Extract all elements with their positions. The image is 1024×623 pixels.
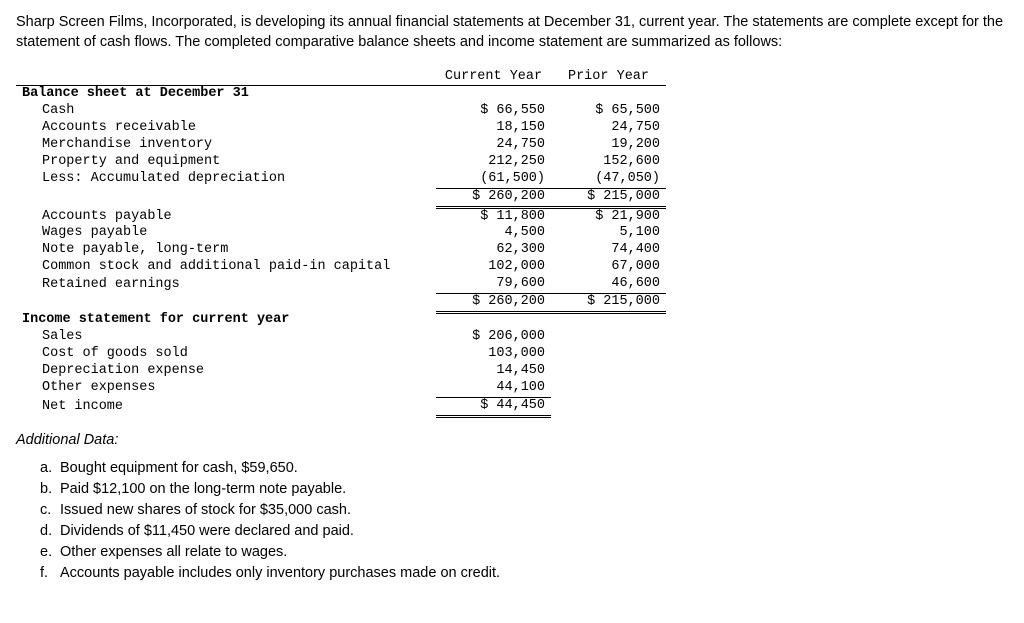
net-income-cy: $ 44,450 — [436, 397, 551, 416]
net-income-label: Net income — [16, 397, 436, 416]
header-blank — [16, 69, 436, 86]
row-cy: 24,750 — [436, 137, 551, 154]
intro-paragraph: Sharp Screen Films, Incorporated, is dev… — [16, 12, 1008, 53]
header-current-year: Current Year — [436, 69, 551, 86]
row-label: Other expenses — [16, 380, 436, 397]
row-cy: 103,000 — [436, 346, 551, 363]
list-text: Dividends of $11,450 were declared and p… — [60, 523, 354, 539]
row-label: Accounts receivable — [16, 120, 436, 137]
list-item: e.Other expenses all relate to wages. — [40, 542, 1008, 563]
financial-table: Current Year Prior Year Balance sheet at… — [16, 69, 666, 418]
header-prior-year: Prior Year — [551, 69, 666, 86]
row-label: Less: Accumulated depreciation — [16, 171, 436, 188]
list-item: b.Paid $12,100 on the long-term note pay… — [40, 479, 1008, 500]
row-py: 5,100 — [551, 225, 666, 242]
income-statement-title: Income statement for current year — [16, 312, 436, 329]
list-text: Paid $12,100 on the long-term note payab… — [60, 481, 346, 497]
list-item: f.Accounts payable includes only invento… — [40, 563, 1008, 584]
list-marker: c. — [40, 500, 60, 521]
assets-total-py: $ 215,000 — [551, 188, 666, 207]
additional-data-title: Additional Data: — [16, 432, 1008, 448]
assets-total-cy: $ 260,200 — [436, 188, 551, 207]
row-cy: $ 206,000 — [436, 329, 551, 346]
list-marker: a. — [40, 458, 60, 479]
row-cy: 18,150 — [436, 120, 551, 137]
list-item: c.Issued new shares of stock for $35,000… — [40, 500, 1008, 521]
row-cy: (61,500) — [436, 171, 551, 188]
list-text: Other expenses all relate to wages. — [60, 544, 287, 560]
row-cy: $ 66,550 — [436, 103, 551, 120]
list-marker: d. — [40, 521, 60, 542]
list-item: d.Dividends of $11,450 were declared and… — [40, 521, 1008, 542]
row-cy: 212,250 — [436, 154, 551, 171]
list-item: a.Bought equipment for cash, $59,650. — [40, 458, 1008, 479]
row-label: Note payable, long-term — [16, 242, 436, 259]
list-text: Accounts payable includes only inventory… — [60, 565, 500, 581]
row-py: (47,050) — [551, 171, 666, 188]
row-py: 74,400 — [551, 242, 666, 259]
row-py: 67,000 — [551, 259, 666, 276]
row-py: 24,750 — [551, 120, 666, 137]
list-marker: f. — [40, 563, 60, 584]
row-cy: 102,000 — [436, 259, 551, 276]
row-label: Common stock and additional paid-in capi… — [16, 259, 436, 276]
row-label: Property and equipment — [16, 154, 436, 171]
row-cy: 4,500 — [436, 225, 551, 242]
row-py: 152,600 — [551, 154, 666, 171]
list-marker: b. — [40, 479, 60, 500]
row-label: Depreciation expense — [16, 363, 436, 380]
row-py: $ 65,500 — [551, 103, 666, 120]
liab-total-py: $ 215,000 — [551, 293, 666, 312]
list-marker: e. — [40, 542, 60, 563]
row-label: Wages payable — [16, 225, 436, 242]
row-cy: 44,100 — [436, 380, 551, 397]
balance-sheet-title: Balance sheet at December 31 — [16, 86, 436, 103]
row-py: $ 21,900 — [551, 207, 666, 225]
row-cy: 62,300 — [436, 242, 551, 259]
row-py: 19,200 — [551, 137, 666, 154]
list-text: Issued new shares of stock for $35,000 c… — [60, 502, 351, 518]
row-py: 46,600 — [551, 276, 666, 293]
row-label: Sales — [16, 329, 436, 346]
row-label: Merchandise inventory — [16, 137, 436, 154]
liab-total-cy: $ 260,200 — [436, 293, 551, 312]
list-text: Bought equipment for cash, $59,650. — [60, 460, 298, 476]
row-label: Retained earnings — [16, 276, 436, 293]
row-label: Cash — [16, 103, 436, 120]
row-cy: 14,450 — [436, 363, 551, 380]
additional-data-list: a.Bought equipment for cash, $59,650. b.… — [40, 458, 1008, 584]
row-label: Accounts payable — [16, 207, 436, 225]
row-cy: $ 11,800 — [436, 207, 551, 225]
row-cy: 79,600 — [436, 276, 551, 293]
row-label: Cost of goods sold — [16, 346, 436, 363]
